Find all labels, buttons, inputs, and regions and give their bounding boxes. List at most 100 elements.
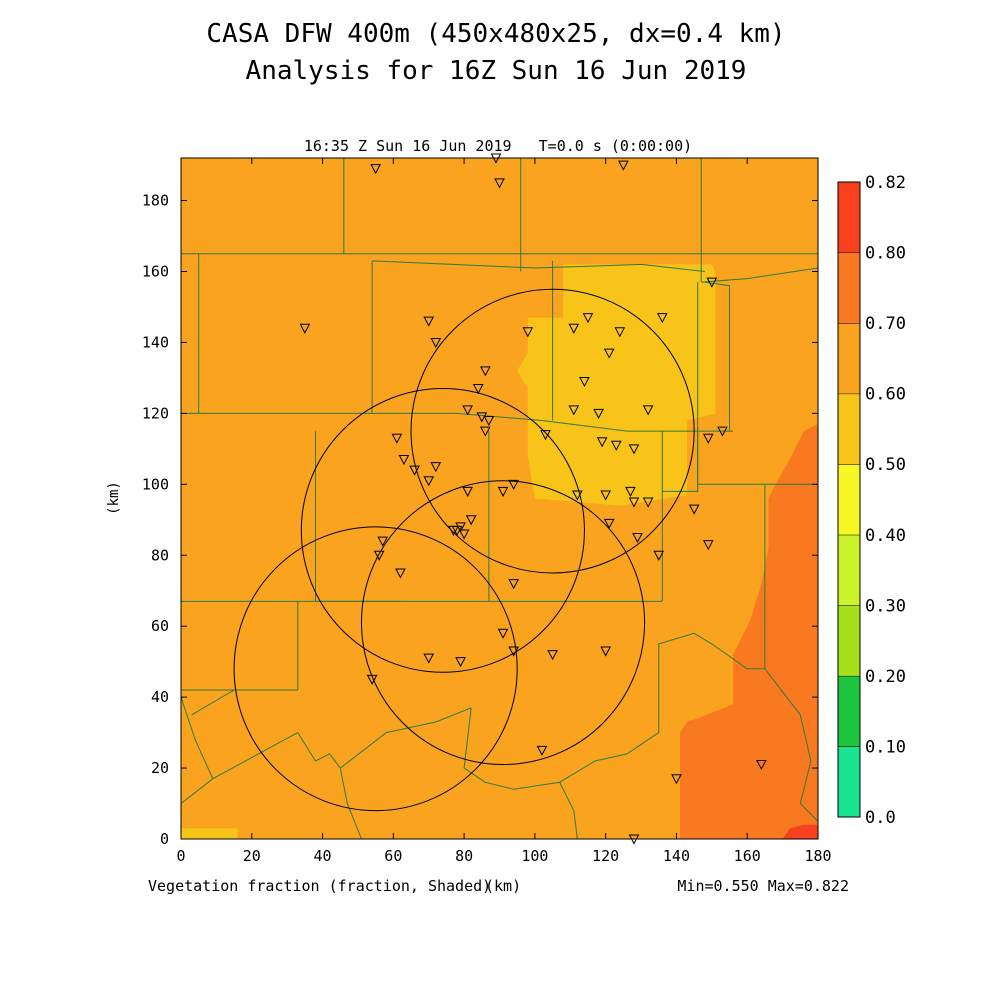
station-marker-icon — [423, 653, 435, 664]
colorbar-label: 0.10 — [865, 737, 906, 757]
station-marker-icon — [572, 490, 583, 501]
county-line-21 — [704, 281, 730, 432]
colorbar-frame — [837, 181, 861, 818]
station-marker-icon — [448, 525, 459, 536]
shaded-region-3 — [782, 824, 818, 839]
station-marker-icon — [600, 646, 611, 657]
x-tick-label: 100 — [521, 847, 548, 865]
station-marker-icon — [547, 650, 558, 661]
county-line-26 — [191, 689, 235, 716]
station-marker-icon — [462, 405, 473, 416]
title-line1: CASA DFW 400m (450x480x25, dx=0.4 km) — [206, 19, 785, 49]
radar-range-rings — [233, 288, 695, 812]
y-tick-label: 120 — [142, 404, 169, 422]
station-marker-icon — [614, 327, 626, 338]
station-marker-icon — [568, 323, 580, 334]
station-marker-icon — [603, 518, 615, 529]
colorbar-label: 0.50 — [865, 455, 906, 475]
colorbar-segment — [838, 252, 860, 324]
station-marker-icon — [628, 444, 640, 455]
station-marker-icon — [508, 579, 519, 590]
station-marker-icon — [600, 490, 611, 501]
colorbar-label: 0.60 — [865, 385, 906, 405]
station-marker-icon — [391, 433, 403, 444]
station-marker-icon — [480, 366, 491, 377]
plot-frame — [180, 157, 819, 840]
station-marker-icon — [610, 440, 622, 451]
station-marker-icon — [522, 327, 534, 338]
colorbar-label: 0.70 — [865, 314, 906, 334]
y-tick-label: 60 — [151, 617, 169, 635]
colorbar-label: 0.0 — [865, 808, 896, 828]
y-tick-label: 20 — [151, 759, 169, 777]
colorbar-segment — [838, 393, 860, 465]
colorbar-segment — [838, 534, 860, 606]
station-marker-icon — [497, 486, 509, 497]
county-line-34 — [559, 782, 578, 840]
station-marker-icon — [373, 550, 385, 561]
station-marker-icon — [642, 497, 654, 508]
county-line-6 — [701, 267, 819, 283]
x-tick-label: 40 — [314, 847, 332, 865]
station-marker-icon — [480, 426, 491, 437]
x-tick-label: 80 — [455, 847, 473, 865]
plot-subtitle: 16:35 Z Sun 16 Jun 2019 T=0.0 s (0:00:00… — [304, 137, 692, 155]
station-marker-icon — [476, 412, 488, 423]
title-line2: Analysis for 16Z Sun 16 Jun 2019 — [246, 56, 747, 86]
station-marker-icon — [603, 348, 615, 359]
y-tick-label: 80 — [151, 546, 169, 564]
station-marker-icon — [398, 454, 410, 466]
station-marker-icon — [702, 433, 714, 444]
station-marker-icon — [642, 405, 654, 416]
colorbar-label: 0.82 — [865, 173, 906, 193]
range-ring-2 — [360, 480, 646, 766]
station-marker-icon — [596, 437, 608, 448]
station-marker-icon — [582, 313, 594, 324]
y-axis-ticks: 0 20 40 60 80 100 120 140 160 180 — [142, 192, 818, 848]
station-marker-icon — [625, 486, 636, 497]
station-marker-icon — [423, 476, 435, 487]
county-line-33 — [513, 732, 660, 790]
colorbar-segment — [838, 323, 860, 394]
x-axis-ticks: 0 20 40 60 80 100 120 140 160 180 — [176, 158, 832, 865]
shaded-region-1 — [181, 828, 238, 839]
shaded-region-2 — [680, 424, 818, 839]
station-marker-icon — [472, 384, 484, 395]
station-marker-icon — [409, 465, 420, 476]
station-marker-icon — [462, 486, 473, 497]
colorbar-segment — [838, 605, 860, 676]
y-tick-label: 40 — [151, 688, 169, 706]
station-marker-icon — [370, 164, 381, 175]
range-ring-3 — [233, 526, 518, 812]
station-marker-icon — [395, 568, 406, 579]
station-marker-icon — [366, 674, 378, 685]
station-marker-icon — [455, 657, 466, 668]
county-line-32 — [463, 707, 514, 790]
colorbar-label: 0.40 — [865, 526, 906, 546]
station-marker-icon — [536, 745, 548, 756]
station-marker-icon — [568, 405, 580, 416]
station-marker-icon — [377, 536, 389, 547]
station-marker-icon — [540, 430, 551, 441]
station-marker-icon — [465, 515, 477, 526]
x-tick-label: 20 — [243, 847, 261, 865]
station-marker-icon — [299, 323, 311, 334]
colorbar-segment — [838, 464, 860, 535]
station-marker-icon — [688, 504, 700, 515]
county-line-29 — [180, 696, 214, 779]
colorbar-segment — [838, 182, 860, 253]
station-marker-icon — [579, 376, 590, 388]
county-line-12 — [372, 260, 705, 272]
station-marker-icon — [508, 479, 519, 490]
station-marker-icon — [497, 628, 509, 639]
station-marker-icon — [628, 497, 640, 508]
y-tick-label: 140 — [142, 333, 169, 351]
county-line-27 — [297, 732, 341, 769]
station-marker-icon — [430, 462, 442, 473]
county-line-31 — [339, 768, 362, 840]
x-tick-label: 0 — [176, 847, 185, 865]
station-marker-icon — [618, 160, 629, 171]
station-marker-icon — [458, 529, 470, 540]
station-marker-icon — [632, 533, 643, 544]
